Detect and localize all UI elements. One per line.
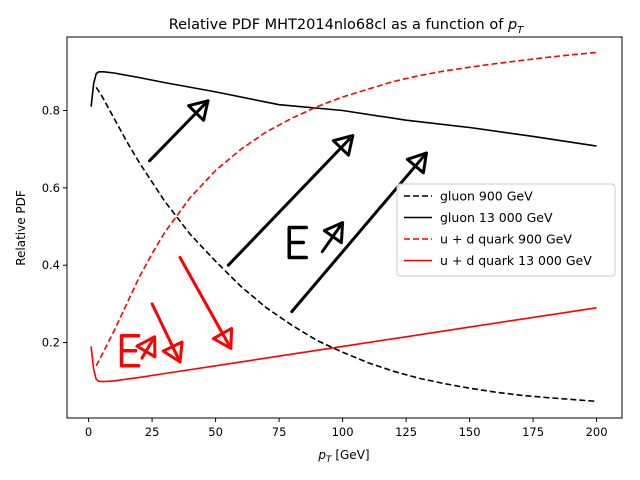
x-tick-label: 50 [208, 425, 223, 439]
chart-title: Relative PDF MHT2014nlo68cl as a functio… [169, 17, 524, 36]
x-tick-label: 75 [272, 425, 287, 439]
chart-title-subscript: T [517, 25, 524, 36]
x-tick-label: 25 [145, 425, 160, 439]
y-axis-label: Relative PDF [14, 190, 28, 266]
legend-label-4: u + d quark 13 000 GeV [440, 253, 592, 268]
x-axis-label-unit: [GeV] [332, 448, 370, 462]
annotation-letter-e [119, 334, 141, 368]
series-line-2 [90, 71, 597, 147]
annotation-arrow-shaft [148, 99, 210, 163]
x-axis-label-subscript: T [326, 455, 333, 465]
y-tick-label: 0.4 [42, 258, 60, 272]
legend-label-2: gluon 13 000 GeV [440, 210, 553, 225]
annotation-arrow-shaft [290, 151, 428, 314]
annotation-arrow-head [322, 221, 345, 245]
series-layer [90, 51, 597, 403]
legend-label-1: gluon 900 GeV [440, 189, 533, 204]
annotation-arrow-head [161, 340, 184, 364]
x-tick-label: 150 [459, 425, 481, 439]
series-line-3 [95, 51, 597, 367]
chart-title-symbol: p [507, 17, 517, 33]
annotation-arrow-shaft [140, 335, 157, 360]
legend-box [396, 183, 616, 277]
x-axis-label-symbol: p [317, 448, 326, 462]
x-axis: 0 25 50 75 100 125 150 175 200 [85, 418, 608, 439]
x-tick-label: 100 [332, 425, 354, 439]
annotation-arrow-head [405, 151, 428, 175]
x-tick-label: 0 [85, 425, 92, 439]
annotation-arrow-head [331, 134, 355, 157]
x-tick-label: 175 [522, 425, 544, 439]
x-axis-label: pT [GeV] [317, 448, 369, 465]
chart-title-text: Relative PDF MHT2014nlo68cl as a functio… [169, 17, 508, 33]
annotation-arrow-shaft [226, 134, 355, 267]
series-line-4 [90, 307, 597, 383]
y-tick-label: 0.8 [42, 103, 60, 117]
annotation-letter-e [287, 225, 309, 260]
series-line-1 [95, 86, 597, 403]
annotation-layer [119, 99, 428, 368]
annotation-arrow-head [135, 335, 157, 359]
y-tick-label: 0.6 [42, 181, 60, 195]
x-tick-label: 200 [586, 425, 608, 439]
legend: gluon 900 GeV gluon 13 000 GeV u + d quark… [396, 183, 616, 277]
plot-frame [66, 36, 623, 419]
y-tick-label: 0.2 [42, 336, 60, 350]
axes-frame [66, 36, 623, 419]
annotation-arrow-shaft [150, 302, 182, 364]
y-axis: 0.2 0.4 0.6 0.8 [42, 103, 67, 350]
legend-label-3: u + d quark 900 GeV [440, 232, 572, 247]
x-tick-label: 125 [395, 425, 417, 439]
annotation-arrow-head [211, 326, 234, 350]
annotation-arrow-head [187, 99, 210, 122]
